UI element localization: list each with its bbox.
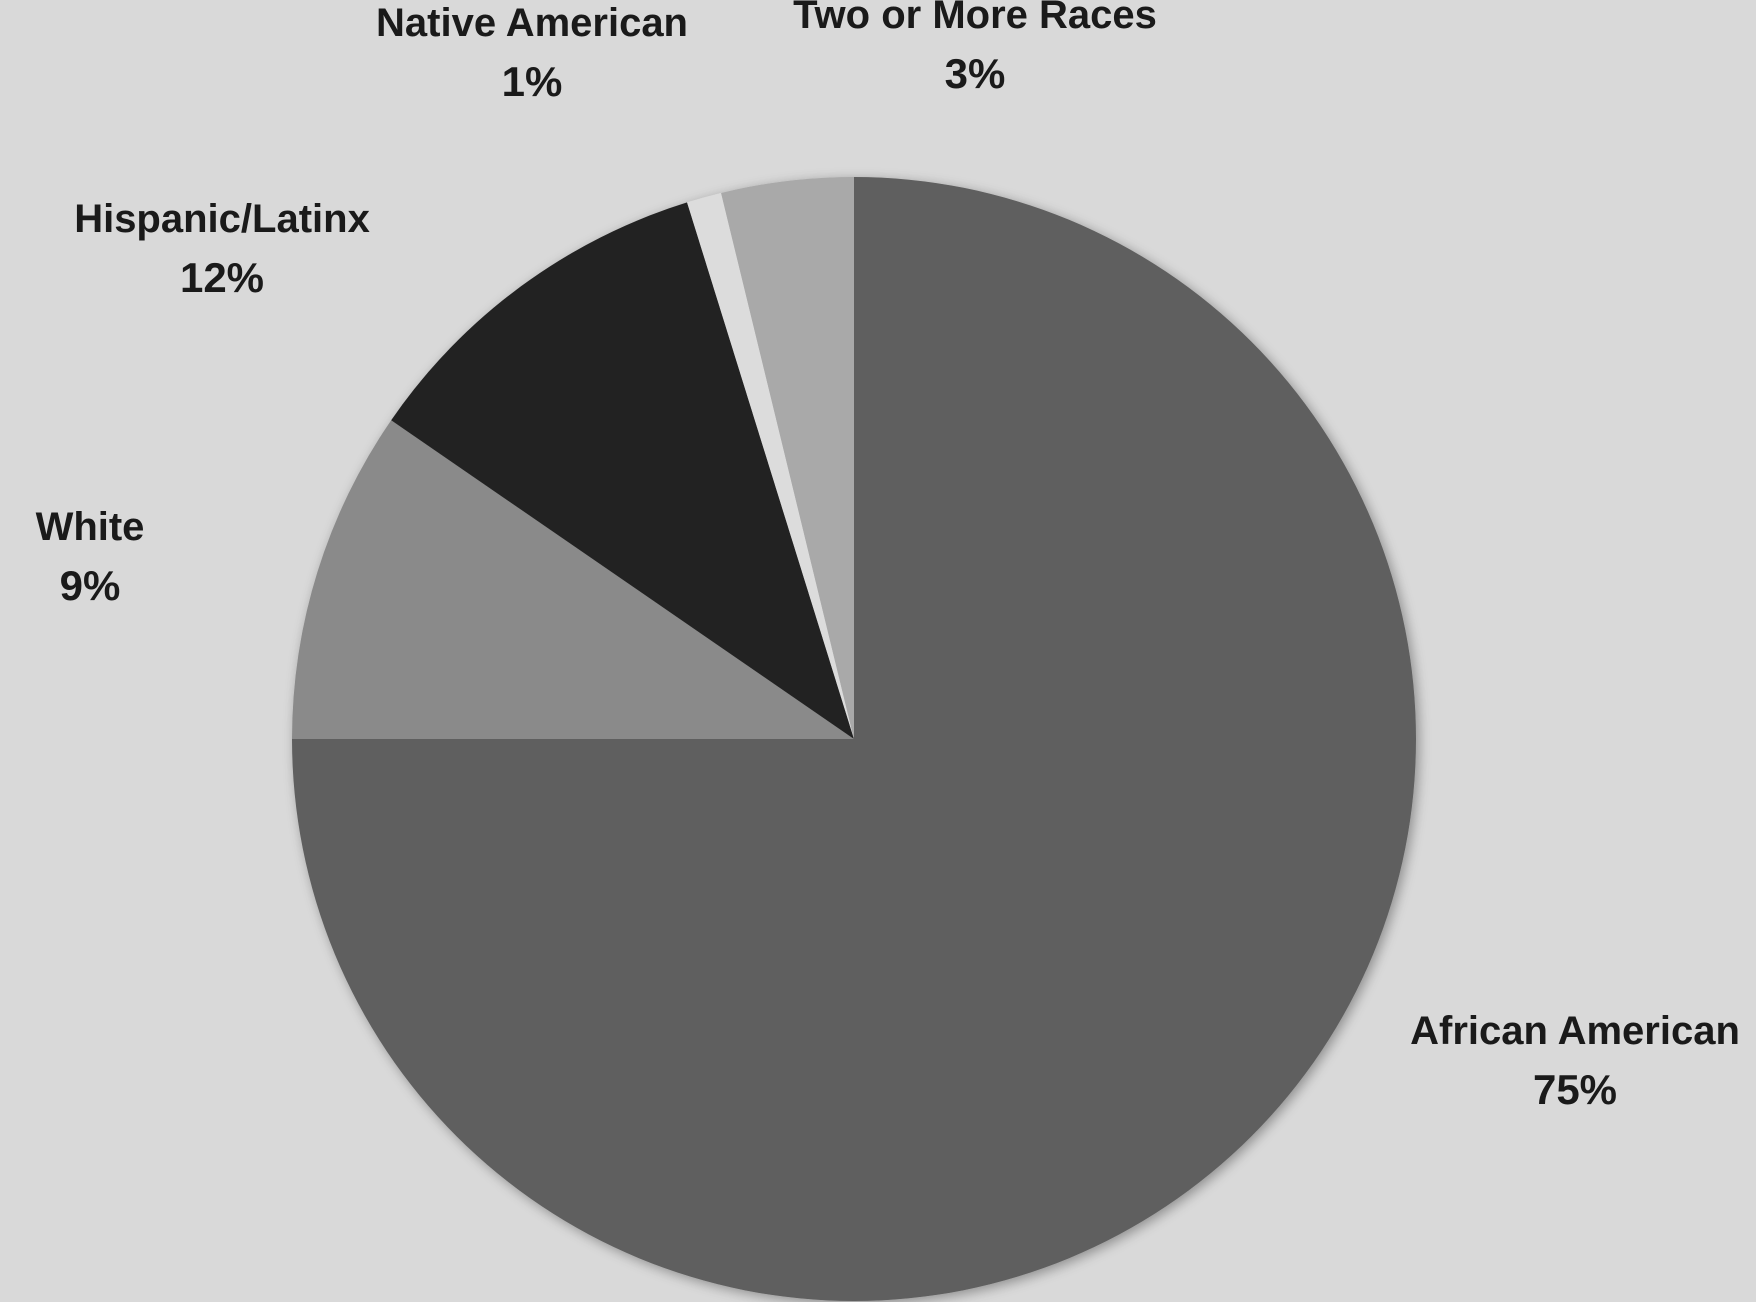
slice-label-hispanic-latinx: Hispanic/Latinx <box>74 197 370 241</box>
slice-label-two-or-more-races: Two or More Races <box>793 0 1157 37</box>
pie-slices <box>292 177 1416 1301</box>
slice-label-white: White <box>36 505 145 549</box>
slice-percent-white: 9% <box>60 562 121 609</box>
slice-percent-hispanic-latinx: 12% <box>180 254 264 301</box>
slice-percent-native-american: 1% <box>502 58 563 105</box>
slice-percent-african-american: 75% <box>1533 1066 1617 1113</box>
pie-labels: African American 75% White 9% Hispanic/Latin… <box>36 0 1740 1113</box>
pie-slice-hispanic-latinx <box>391 202 854 740</box>
pie-slice-native-american <box>687 192 854 739</box>
pie-slice-white <box>292 420 854 739</box>
slice-percent-two-or-more-races: 3% <box>945 50 1006 97</box>
slice-label-native-american: Native American <box>376 1 688 45</box>
slice-label-african-american: African American <box>1410 1009 1740 1053</box>
pie-slice-two-or-more-races <box>721 177 854 739</box>
